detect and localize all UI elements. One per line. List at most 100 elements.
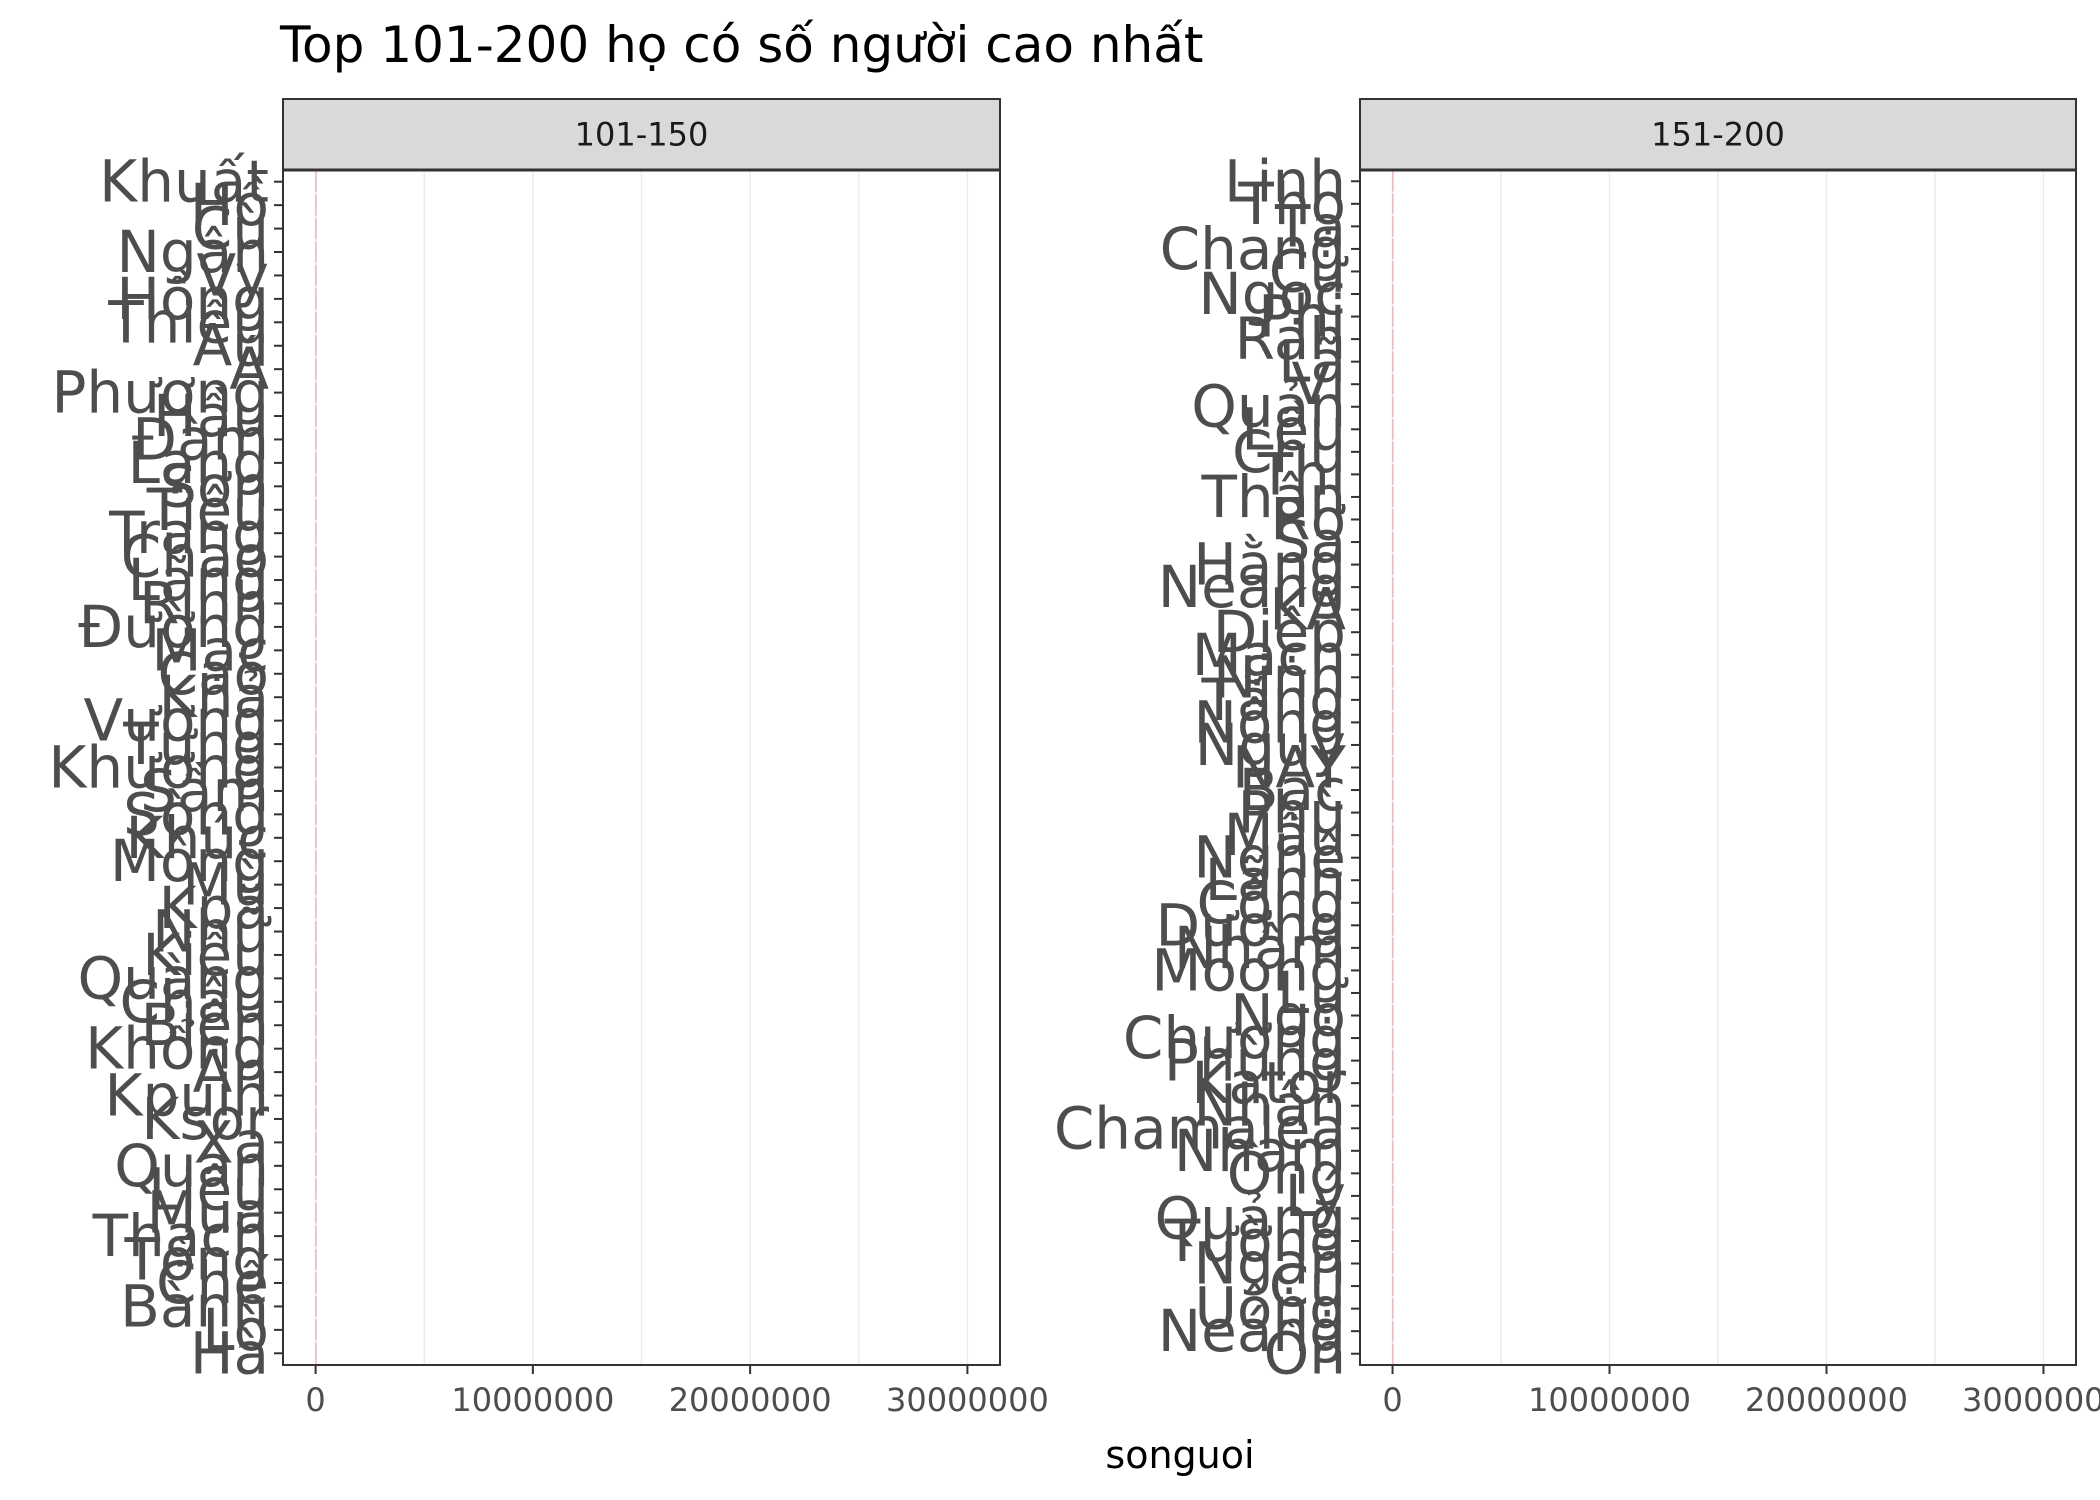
y-tick-label: Chu: [1232, 418, 1346, 486]
y-tick-label: Phương: [51, 359, 269, 427]
bar-Lãnh: [1392, 870, 1394, 891]
bar-Kpuih: [315, 1084, 317, 1107]
bar-Ông: [1392, 1163, 1394, 1184]
y-tick-label: Lãng: [128, 546, 269, 614]
bar-Tống: [315, 1249, 317, 1271]
y-tick-label: Vương: [84, 687, 270, 755]
facet-strip: [282, 98, 1001, 171]
y-tick-label: Sơn: [160, 452, 269, 520]
bar-Vy: [315, 264, 317, 286]
x-tick-label: 20000000: [669, 1381, 832, 1419]
bar-Vương: [315, 710, 317, 732]
y-tick-label: Vi: [1291, 350, 1346, 418]
bar-Cù: [315, 218, 317, 240]
y-tick-label: Sa: [1274, 508, 1346, 576]
y-tick-label: Nhữ: [152, 898, 272, 966]
bar-Trang: [315, 522, 317, 544]
y-tick-label: Tường: [1164, 1207, 1346, 1275]
bar-Phương: [315, 382, 317, 404]
y-tick-label: Diệp: [1213, 598, 1346, 666]
bar-Bành: [315, 1295, 317, 1317]
bar-Quàng: [315, 967, 317, 989]
y-tick-label: Phù: [1238, 779, 1347, 847]
y-tick-label: Cụ: [1269, 1252, 1346, 1320]
y-tick-label: Chế: [156, 1249, 269, 1317]
y-tick-label: Phùng: [1164, 1027, 1346, 1095]
y-tick-label: Chao: [121, 523, 269, 591]
y-tick-label: Đàm: [132, 405, 269, 473]
y-tick-label: Hằng: [1193, 531, 1346, 599]
bar-Cụ: [1392, 1275, 1394, 1297]
bar-Lãng: [315, 569, 317, 591]
y-tick-label: Khả: [159, 663, 269, 731]
bar-Khổng: [315, 1038, 317, 1060]
x-tick-label: 10000000: [1528, 1381, 1691, 1419]
bar-Bạc: [1392, 779, 1394, 801]
y-tick-label: Phi: [1258, 283, 1346, 351]
bar-Khúc: [315, 827, 317, 849]
y-tick-label: Hầu: [153, 382, 269, 450]
bar-Ôn: [1392, 1343, 1394, 1364]
x-tick-label: 20000000: [1745, 1381, 1908, 1419]
y-tick-label: Rơ: [1270, 485, 1346, 553]
y-tick-label: Kiều: [142, 921, 269, 989]
bar-Tường: [1392, 1230, 1394, 1252]
chart-title: Top 101-200 họ có số người cao nhất: [279, 16, 1204, 74]
bar-Rơ: [1392, 509, 1394, 530]
y-tick-label: Sòng: [123, 780, 269, 848]
y-tick-label: Công: [1196, 869, 1346, 937]
bar-Nhữ: [315, 920, 317, 943]
y-tick-label: Neang: [1158, 553, 1346, 621]
y-tick-label: Lãnh: [1205, 846, 1346, 914]
bar-Á: [315, 358, 317, 380]
bar-Sơn: [315, 475, 317, 497]
bar-Quảng: [1392, 1208, 1394, 1229]
y-tick-label: Mạch: [1192, 621, 1346, 689]
y-tick-label: Xa: [194, 1108, 269, 1176]
bar-Mông: [315, 850, 317, 872]
x-tick-label: 30000000: [886, 1381, 1049, 1419]
y-tick-label: Khuất: [99, 148, 269, 216]
bar-Mua: [315, 1202, 317, 1224]
bar-Tiêu: [315, 499, 317, 521]
bar-Khuất: [315, 171, 317, 193]
y-tick-label: Uông: [1194, 1275, 1346, 1343]
bar-Dương: [1392, 915, 1394, 936]
bar-Khương: [315, 756, 317, 779]
bar-Thiều: [315, 311, 317, 333]
y-tick-label: Nhâm: [1174, 914, 1346, 982]
y-tick-label: Thân: [1201, 463, 1347, 531]
y-tick-label: Đường: [78, 593, 269, 661]
y-tick-label: Linh: [1224, 147, 1346, 215]
bar-Công: [1392, 892, 1394, 913]
y-tick-label: Ngân: [116, 218, 269, 286]
y-tick-label: Âu: [193, 311, 269, 380]
bar-Sa: [1392, 531, 1394, 553]
y-tick-label: Kator: [1191, 1049, 1346, 1117]
bar-Quản: [1392, 396, 1394, 417]
x-tick-label: 10000000: [451, 1381, 614, 1419]
bar-Mẫu: [1392, 824, 1394, 846]
y-tick-label: Mông: [110, 827, 269, 895]
bar-Moong: [1392, 960, 1394, 981]
y-tick-label: Mạc: [152, 616, 269, 684]
y-tick-label: Khúc: [126, 804, 269, 872]
bar-Đàm: [315, 428, 317, 451]
y-tick-label: Mẫu: [1224, 801, 1346, 869]
y-tick-label: Chamalea: [1054, 1094, 1346, 1162]
bar-Chao: [315, 546, 317, 568]
bar-Linh: [1392, 171, 1394, 192]
y-tick-label: Kpă: [159, 874, 269, 942]
y-tick-label: Mua: [147, 1179, 269, 1247]
y-tick-label: Hồng: [116, 265, 269, 333]
bar-Ngân: [315, 241, 317, 263]
y-tick-label: Neáng: [1158, 1297, 1346, 1365]
bar-Lò: [315, 1319, 317, 1341]
bar-Âu: [315, 335, 317, 357]
x-tick-label: 0: [1382, 1381, 1402, 1419]
y-tick-label: Lều: [1241, 395, 1346, 463]
y-tick-label: KA: [1269, 576, 1346, 644]
bar-Nhâm: [1392, 937, 1394, 959]
bar-Uông: [1392, 1298, 1394, 1319]
